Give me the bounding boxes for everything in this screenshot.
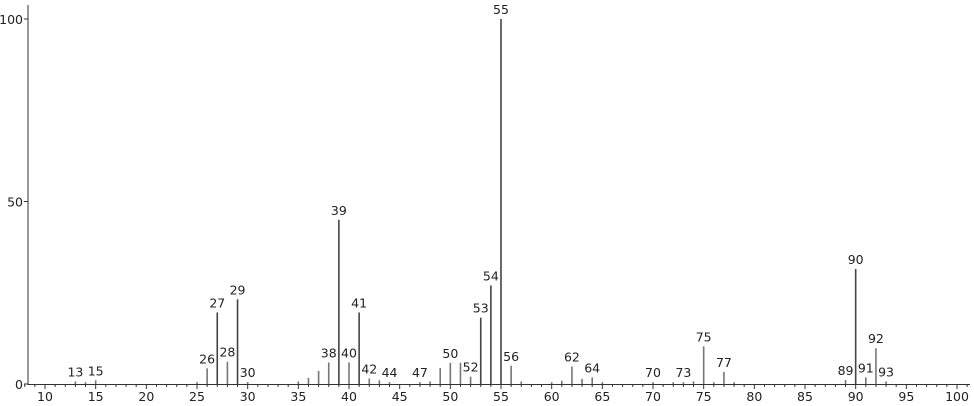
y-tick-label: 50 (7, 195, 23, 210)
peak-label: 93 (878, 364, 894, 379)
peak-label: 89 (838, 363, 854, 378)
peak-label: 42 (361, 362, 377, 377)
x-tick-label: 20 (138, 389, 154, 404)
peak-label: 92 (868, 331, 884, 346)
x-tick-label: 80 (746, 389, 762, 404)
x-tick-label: 25 (189, 389, 205, 404)
peak-label: 52 (463, 360, 479, 375)
peak-label: 13 (67, 364, 83, 379)
x-tick-label: 10 (37, 389, 53, 404)
x-tick-label: 75 (696, 389, 712, 404)
y-tick-label: 100 (0, 12, 23, 27)
peak-label: 77 (716, 355, 732, 370)
peak-label: 73 (675, 365, 691, 380)
peak-label: 30 (240, 365, 256, 380)
y-tick-label: 0 (15, 377, 23, 392)
peak-label: 75 (696, 329, 712, 344)
x-tick-label: 85 (797, 389, 813, 404)
peak-label: 70 (645, 365, 661, 380)
x-tick-label: 100 (945, 389, 969, 404)
x-tick-label: 50 (442, 389, 458, 404)
x-tick-label: 45 (392, 389, 408, 404)
peak-label: 50 (442, 346, 458, 361)
peak-label: 39 (331, 203, 347, 218)
x-tick-label: 60 (544, 389, 560, 404)
peak-label: 40 (341, 345, 357, 360)
peak-label: 91 (858, 360, 874, 375)
peak-label: 26 (199, 351, 215, 366)
peak-label: 28 (219, 345, 235, 360)
peak-label: 54 (483, 268, 499, 283)
x-tick-label: 40 (341, 389, 357, 404)
peak-label: 27 (209, 295, 225, 310)
x-tick-label: 35 (290, 389, 306, 404)
peak-label: 90 (848, 252, 864, 267)
peak-label: 47 (412, 365, 428, 380)
peak-label: 38 (321, 345, 337, 360)
peak-label: 41 (351, 295, 367, 310)
x-tick-label: 90 (848, 389, 864, 404)
x-tick-label: 30 (240, 389, 256, 404)
peak-label: 64 (584, 360, 600, 375)
x-tick-label: 70 (645, 389, 661, 404)
peak-label: 15 (88, 363, 104, 378)
peak-label: 44 (382, 365, 398, 380)
peak-label: 56 (503, 349, 519, 364)
peak-label: 62 (564, 349, 580, 364)
x-tick-label: 55 (493, 389, 509, 404)
peak-label: 55 (493, 2, 509, 17)
x-tick-label: 95 (898, 389, 914, 404)
x-tick-label: 65 (594, 389, 610, 404)
x-tick-label: 15 (88, 389, 104, 404)
peak-label: 53 (473, 301, 489, 316)
peak-label: 29 (230, 282, 246, 297)
